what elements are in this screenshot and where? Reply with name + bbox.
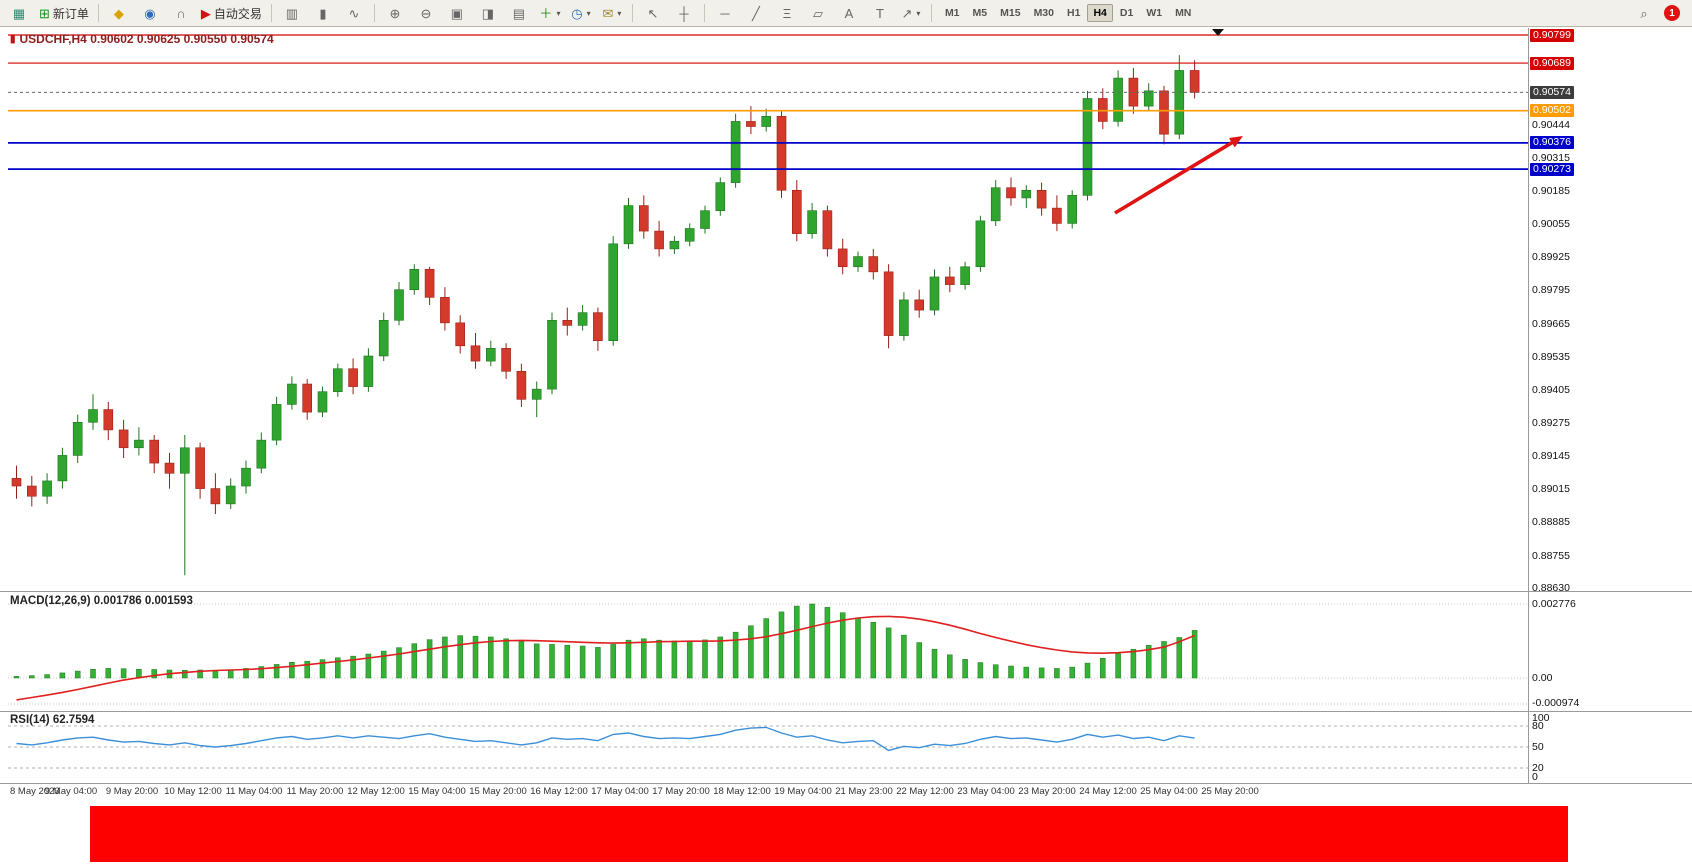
autotrading-button[interactable]: ▶ 自动交易 <box>197 2 266 25</box>
rsi-layer <box>8 725 1528 769</box>
notification-badge[interactable]: 1 <box>1664 5 1680 21</box>
toolbar-separator <box>270 4 272 22</box>
navigator-button[interactable]: ◨ <box>481 5 495 21</box>
toolbar-separator <box>97 4 99 22</box>
timeframe-button-m5[interactable]: M5 <box>972 6 988 19</box>
timeframe-button-h4[interactable]: H4 <box>1087 3 1113 23</box>
candles-layer <box>11 55 1200 576</box>
new-order-icon: ⊞ <box>39 5 50 21</box>
data-window-button[interactable]: ▤ <box>512 5 526 21</box>
market-icon[interactable]: ◉ <box>144 5 156 21</box>
chart-shift-marker[interactable] <box>1212 29 1224 36</box>
toolbar-separator <box>373 4 375 22</box>
zoom-out-button[interactable]: ⊖ <box>420 5 432 21</box>
autotrading-icon: ▶ <box>200 5 211 21</box>
line-chart-button[interactable]: ∿ <box>348 5 360 21</box>
periods-button[interactable]: ◷ ▾ <box>571 5 591 21</box>
crosshair-tool-button[interactable]: ┼ <box>679 5 689 21</box>
candles-chart-button[interactable]: ▮ <box>319 5 327 21</box>
toolbar-separator <box>930 4 932 22</box>
expert-advisors-icon[interactable]: ◆ <box>113 5 124 21</box>
toolbar-separator <box>631 4 633 22</box>
trend-arrow[interactable] <box>1114 136 1243 215</box>
timeframe-button-w1[interactable]: W1 <box>1146 6 1163 19</box>
arrows-tool-button[interactable]: ↗ ▾ <box>901 5 921 21</box>
chevron-down-icon: ▾ <box>617 8 622 18</box>
timeframe-button-m1[interactable]: M1 <box>944 6 960 19</box>
timeframe-button-m15[interactable]: M15 <box>1000 6 1021 19</box>
signals-icon[interactable]: ∩ <box>176 5 186 21</box>
fibonacci-tool-button[interactable]: Ξ <box>782 5 792 21</box>
bars-chart-button[interactable]: ▥ <box>285 5 299 21</box>
search-icon[interactable]: ⌕ <box>1640 5 1648 21</box>
hlines-layer[interactable] <box>8 34 1528 171</box>
macd-layer <box>8 603 1528 705</box>
main-toolbar: ▦ ⊞ 新订单 ◆ ◉ ∩ ▶ 自动交易 ▥ ▮ ∿ ⊕ ⊖ ▣ ◨ ▤ ＋ ▾ … <box>0 0 1692 27</box>
tile-windows-button[interactable]: ▣ <box>450 5 464 21</box>
trendline-tool-button[interactable]: ╱ <box>752 5 760 21</box>
chevron-down-icon: ▾ <box>556 8 561 18</box>
text-tool-button[interactable]: A <box>844 5 854 21</box>
bottom-red-banner <box>90 806 1568 862</box>
horizontal-line-tool-button[interactable]: ─ <box>720 5 730 21</box>
label-tool-button[interactable]: T <box>875 5 884 21</box>
new-order-button[interactable]: ⊞ 新订单 <box>35 2 93 25</box>
timeframe-button-h1[interactable]: H1 <box>1067 6 1081 19</box>
chevron-down-icon: ▾ <box>586 8 591 18</box>
autotrading-label: 自动交易 <box>213 6 262 21</box>
timeframe-toolbar: M1 M5 M15 M30 H1 H4 D1 W1 MN <box>939 3 1197 23</box>
mail-button[interactable]: ✉ ▾ <box>602 5 622 21</box>
timeframe-button-mn[interactable]: MN <box>1175 6 1192 19</box>
timeframe-button-d1[interactable]: D1 <box>1119 6 1134 19</box>
channel-tool-button[interactable]: ▱ <box>812 5 823 21</box>
chevron-down-icon: ▾ <box>916 8 921 18</box>
chart-window-icon[interactable]: ▦ <box>12 5 26 21</box>
zoom-in-button[interactable]: ⊕ <box>389 5 401 21</box>
toolbar-separator <box>703 4 705 22</box>
timeframe-button-m30[interactable]: M30 <box>1033 6 1054 19</box>
add-indicator-button[interactable]: ＋ ▾ <box>539 5 561 21</box>
cursor-tool-button[interactable]: ↖ <box>647 5 659 21</box>
new-order-label: 新订单 <box>52 6 89 21</box>
